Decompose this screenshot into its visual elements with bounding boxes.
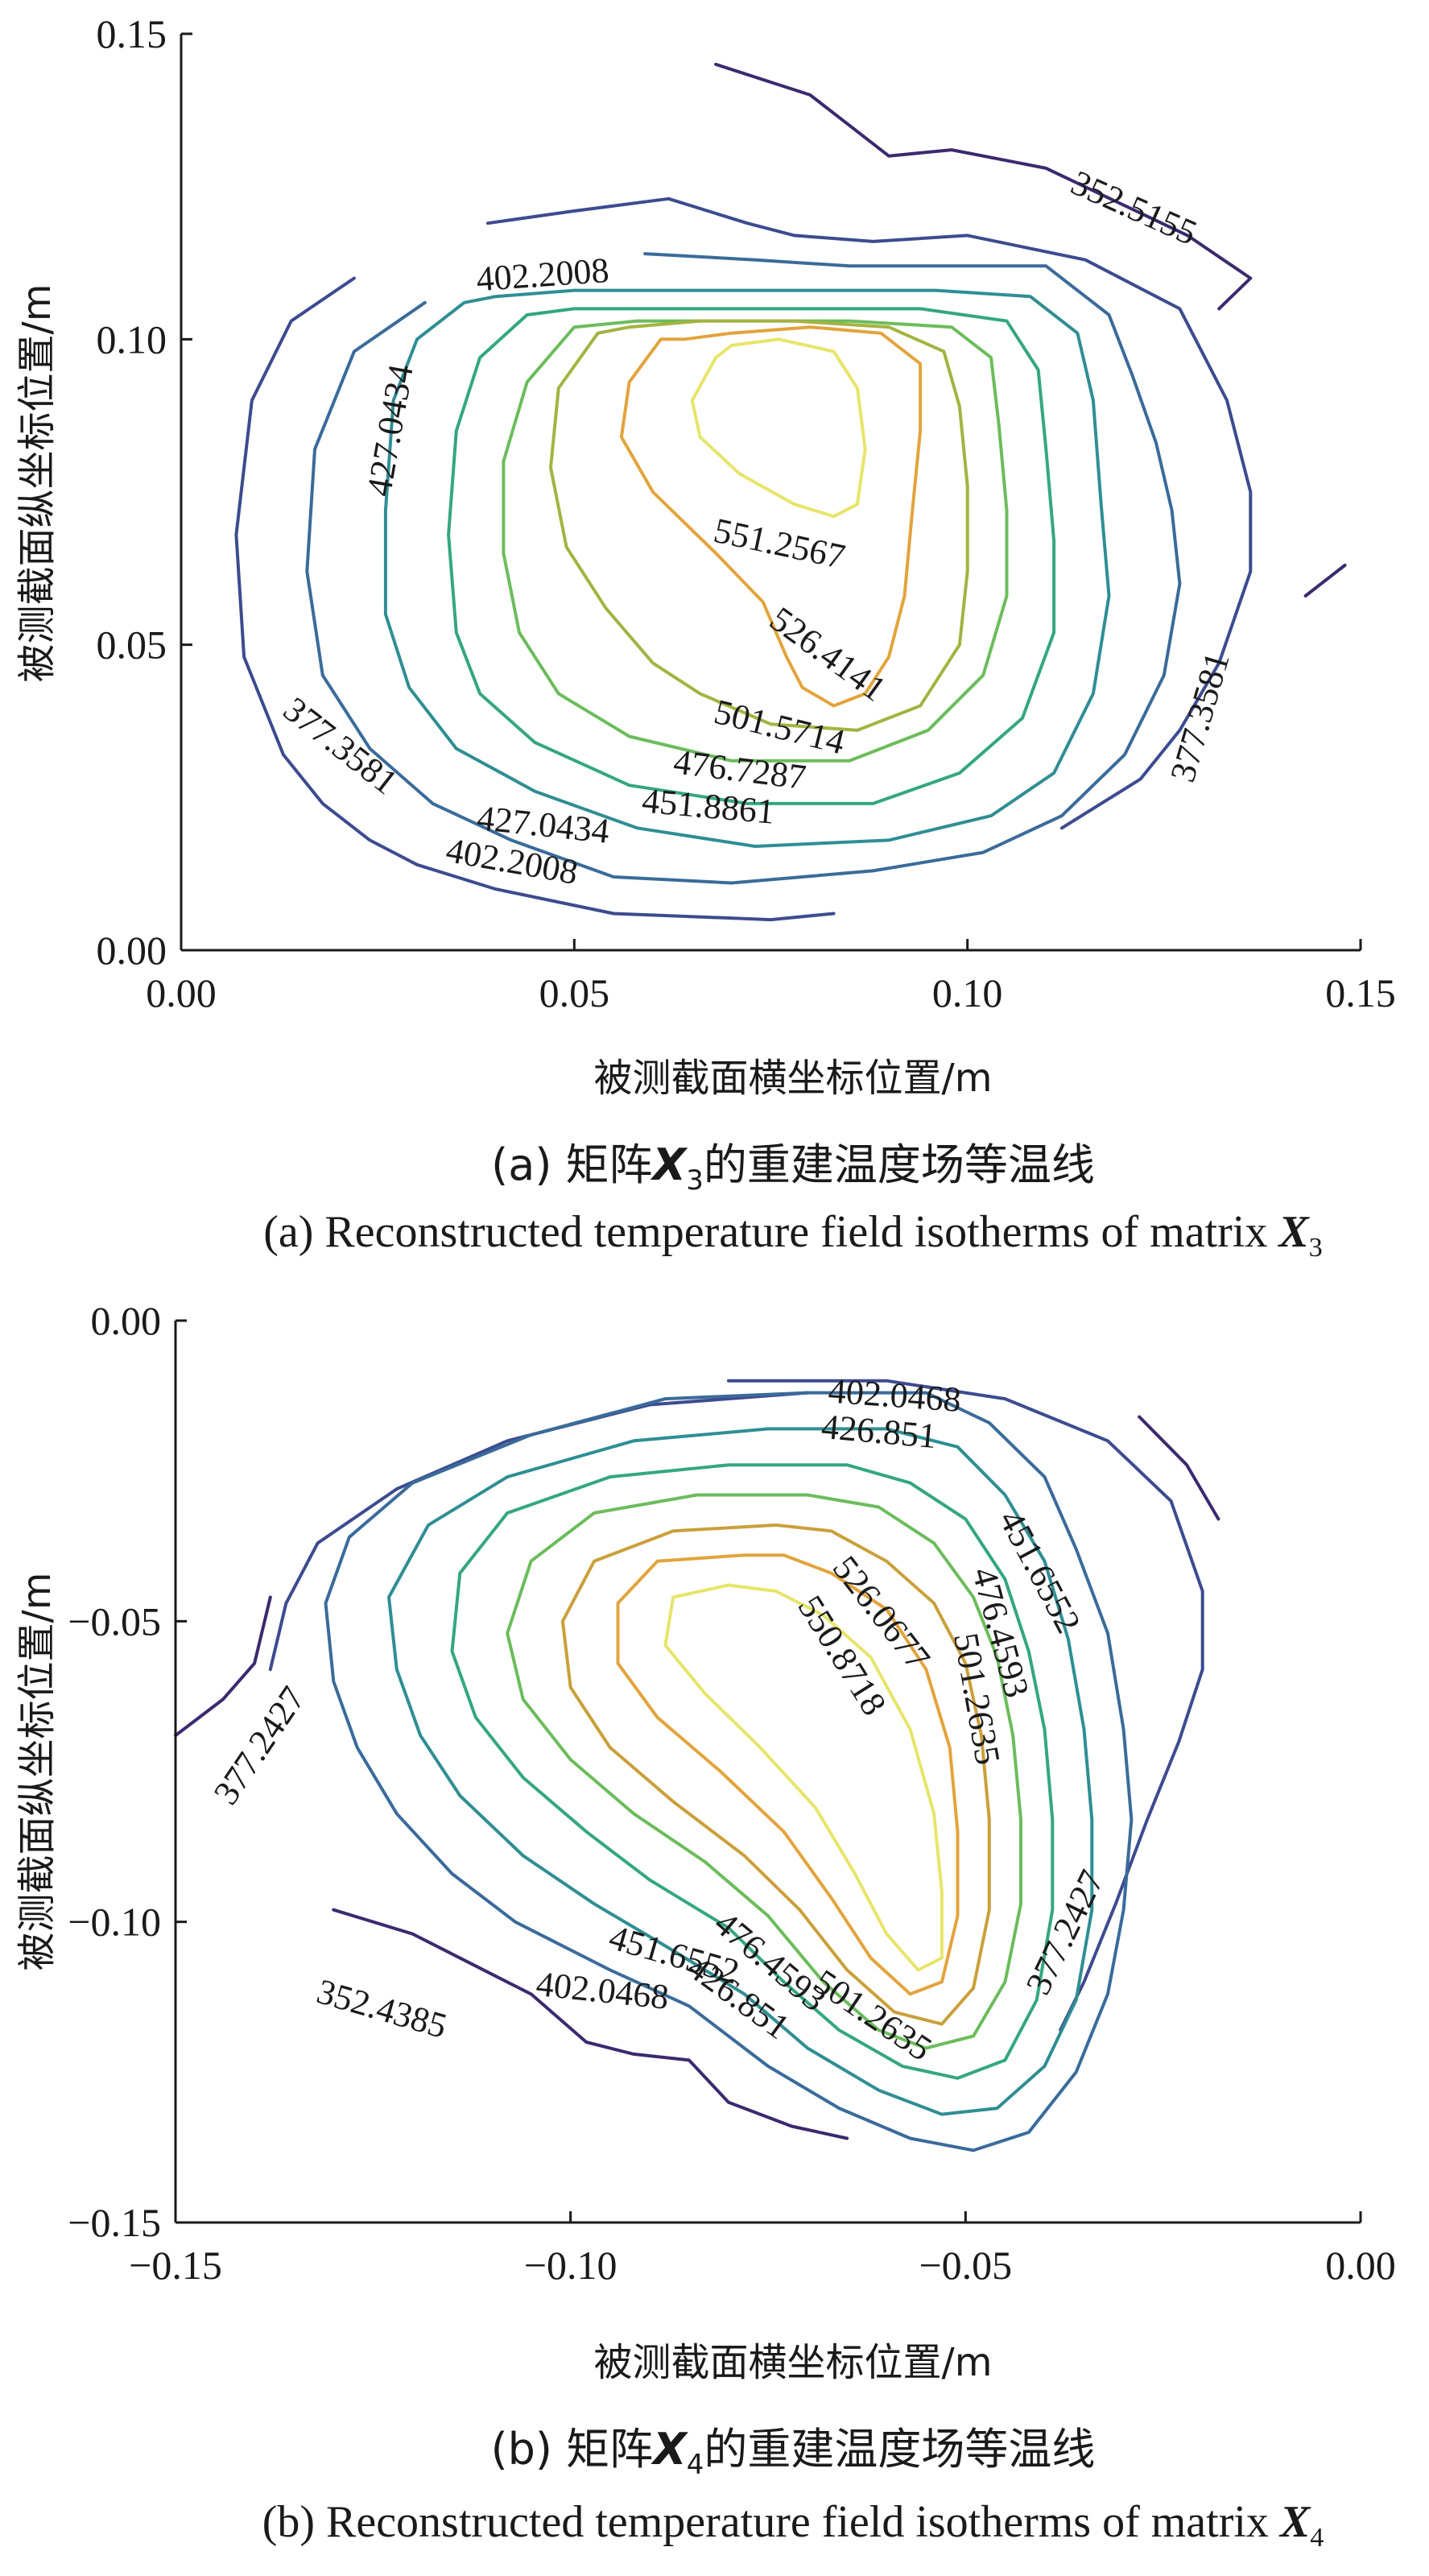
isotherm-b-352_4385-1 xyxy=(332,1908,849,2140)
caption-cn-b-suffix: 的重建温度场等温线 xyxy=(704,2424,1095,2475)
isotherm-b-426_851-6 xyxy=(387,1427,1094,2116)
isotherm-a-427_0434-5 xyxy=(383,288,1111,848)
isotherm-label-a-11: 377.3581 xyxy=(1163,647,1237,786)
isotherm-a-526_4141-9 xyxy=(619,325,923,708)
x-tick-label-b-0: −0.15 xyxy=(129,2243,222,2288)
caption-cn-a-var: X xyxy=(650,1139,688,1190)
isotherm-a-352_5155-1 xyxy=(1303,564,1347,597)
caption-en-b-text: (b) Reconstructed temperature field isot… xyxy=(262,2497,1280,2547)
axes-a: 0.00 0.05 0.10 0.15 0.00 0.05 0.10 0.15 xyxy=(97,11,1396,1015)
caption-en-b: (b) Reconstructed temperature field isot… xyxy=(262,2497,1324,2553)
isotherm-b-352_4385-2 xyxy=(1138,1415,1220,1521)
isotherm-label-a-4: 526.4141 xyxy=(762,599,893,709)
y-tick-label-b-3: 0.00 xyxy=(91,1298,162,1343)
isotherm-label-a-0: 352.5155 xyxy=(1065,163,1203,253)
isotherm-label-b-13: 402.0468 xyxy=(535,1964,671,2017)
x-tick-label-b-3: 0.00 xyxy=(1325,2243,1396,2288)
caption-en-b-var: X xyxy=(1278,2497,1311,2547)
isotherm-label-b-8: 377.2427 xyxy=(1018,1864,1112,2001)
contour-labels-a: 352.5155402.2008427.0434551.2567526.4141… xyxy=(276,163,1237,892)
x-tick-label-b-2: −0.05 xyxy=(919,2243,1012,2288)
isotherm-b-377_2427-3 xyxy=(268,1391,810,1672)
x-tick-label-b-1: −0.10 xyxy=(524,2243,617,2288)
isotherm-label-b-11: 501.2635 xyxy=(807,1962,939,2069)
isotherm-b-526_0677-10 xyxy=(616,1553,960,1996)
caption-cn-a-sub: 3 xyxy=(686,1164,704,1197)
y-axis-title-b: 被测截面纵坐标位置/m xyxy=(14,1573,60,1971)
contour-lines-a xyxy=(234,62,1347,922)
caption-cn-a-suffix: 的重建温度场等温线 xyxy=(704,1139,1095,1190)
caption-cn-a-prefix: (a) 矩阵 xyxy=(491,1139,652,1190)
isotherm-label-b-0: 402.0468 xyxy=(827,1371,962,1420)
isotherm-a-377_3581-2 xyxy=(234,276,836,922)
caption-cn-b-prefix: (b) 矩阵 xyxy=(491,2424,654,2475)
caption-en-a: (a) Reconstructed temperature field isot… xyxy=(263,1207,1322,1263)
y-tick-label-a-0: 0.00 xyxy=(97,928,167,973)
y-tick-label-a-3: 0.15 xyxy=(97,11,167,56)
y-axis-title-a: 被测截面纵坐标位置/m xyxy=(14,284,60,683)
y-tick-label-a-1: 0.05 xyxy=(97,622,167,668)
axes-b: −0.15 −0.10 −0.05 0.00 −0.15 −0.10 −0.05 0.00 xyxy=(68,1298,1395,2288)
x-axis-title-a: 被测截面横坐标位置/m xyxy=(594,1056,993,1101)
isotherm-label-a-10: 377.3581 xyxy=(276,689,405,802)
caption-cn-a: (a) 矩阵X3的重建温度场等温线 xyxy=(491,1139,1095,1197)
isotherm-a-501_5714-8 xyxy=(549,319,969,732)
isotherm-label-a-1: 402.2008 xyxy=(475,250,610,299)
y-tick-label-a-2: 0.10 xyxy=(97,316,167,362)
isotherm-a-551_2567-10 xyxy=(690,337,867,519)
caption-cn-b-sub: 4 xyxy=(687,2449,704,2481)
x-tick-label-a-0: 0.00 xyxy=(146,970,217,1015)
isotherm-b-476_4593-8 xyxy=(506,1493,1022,2050)
isotherm-b-550_8718-11 xyxy=(663,1583,944,1972)
isotherm-b-377_2427-4 xyxy=(726,1379,1204,2032)
x-tick-label-a-3: 0.15 xyxy=(1325,970,1396,1015)
isotherm-label-b-14: 352.4385 xyxy=(312,1971,451,2046)
contour-lines-b xyxy=(174,1379,1220,2152)
isotherm-b-451_6552-7 xyxy=(450,1463,1055,2080)
caption-en-b-sub: 4 xyxy=(1310,2523,1324,2553)
isotherm-a-476_7287-7 xyxy=(502,319,1009,763)
caption-cn-b: (b) 矩阵X4的重建温度场等温线 xyxy=(491,2424,1096,2481)
caption-en-a-text: (a) Reconstructed temperature field isot… xyxy=(263,1207,1278,1257)
x-axis-title-b: 被测截面横坐标位置/m xyxy=(594,2340,993,2385)
y-tick-label-b-2: −0.05 xyxy=(68,1598,161,1644)
isotherm-label-a-2: 427.0434 xyxy=(359,362,421,499)
isotherm-a-377_3581-3 xyxy=(485,196,1253,830)
caption-en-a-var: X xyxy=(1277,1207,1310,1257)
chart-panel-a: 352.5155402.2008427.0434551.2567526.4141… xyxy=(14,11,1396,1263)
isotherm-a-352_5155-0 xyxy=(714,62,1253,311)
caption-en-a-sub: 3 xyxy=(1309,1233,1323,1263)
y-tick-label-b-1: −0.10 xyxy=(68,1900,161,1945)
chart-panel-b: 402.0468426.851451.6552476.4593501.26355… xyxy=(14,1298,1396,2553)
isotherm-b-352_4385-0 xyxy=(174,1595,272,1738)
caption-cn-b-var: X xyxy=(650,2424,688,2475)
isotherm-b-402_0468-5 xyxy=(324,1391,1134,2152)
x-tick-label-a-2: 0.10 xyxy=(932,970,1003,1015)
y-tick-label-b-0: −0.15 xyxy=(68,2200,161,2245)
isotherm-a-451_8861-6 xyxy=(447,307,1056,805)
x-tick-label-a-1: 0.05 xyxy=(539,970,610,1015)
isotherm-a-402_2008-4 xyxy=(305,252,1182,885)
isotherm-b-501_2635-9 xyxy=(560,1523,991,2026)
